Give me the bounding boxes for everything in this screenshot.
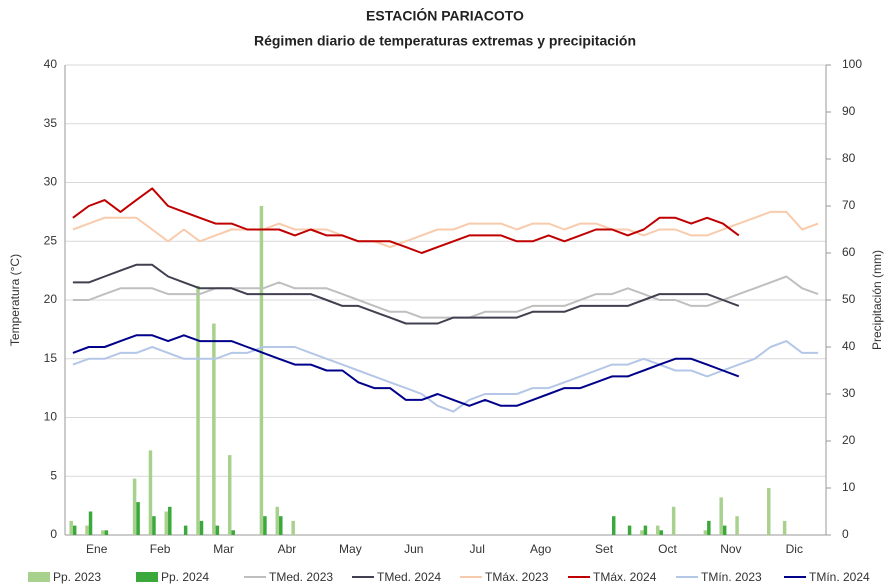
bar — [722, 525, 727, 535]
x-tick-label: Dic — [786, 542, 803, 556]
bar — [199, 520, 204, 535]
line — [72, 187, 740, 254]
y-tick-label: 40 — [44, 57, 58, 71]
bar — [85, 525, 89, 535]
bar — [275, 506, 280, 535]
bar — [231, 530, 235, 535]
x-tick-label: Ago — [530, 542, 552, 556]
x-tick-label: May — [339, 542, 362, 556]
bar — [88, 511, 93, 535]
bar — [259, 206, 264, 535]
x-tick-label: Mar — [213, 542, 234, 556]
bar — [703, 530, 708, 535]
y2-tick-label: 70 — [842, 198, 856, 212]
bar — [132, 478, 137, 535]
bar — [735, 516, 739, 535]
y-tick-label: 25 — [44, 233, 58, 247]
line — [72, 263, 740, 325]
line — [72, 275, 819, 319]
legend-label: Pp. 2024 — [161, 570, 209, 584]
legend-label: TMáx. 2024 — [593, 570, 657, 584]
bar — [164, 511, 169, 535]
bar — [227, 455, 232, 535]
bar — [212, 323, 216, 535]
bar — [291, 520, 295, 535]
y-tick-label: 30 — [44, 175, 58, 189]
bar — [719, 497, 723, 535]
bar — [104, 530, 109, 535]
y-tick-label: 10 — [44, 410, 58, 424]
legend-label: TMed. 2023 — [269, 570, 333, 584]
chart-title: ESTACIÓN PARIACOTO — [366, 7, 524, 24]
y-tick-label: 20 — [44, 292, 58, 306]
y-tick-label: 15 — [44, 351, 58, 365]
legend-label: TMed. 2024 — [377, 570, 441, 584]
legend-swatch — [136, 572, 158, 582]
line — [72, 334, 740, 407]
bar — [263, 516, 267, 535]
line — [72, 340, 819, 413]
y2-tick-label: 80 — [842, 151, 856, 165]
x-tick-label: Abr — [278, 542, 297, 556]
x-tick-label: Oct — [658, 542, 677, 556]
bar — [656, 525, 660, 535]
bar — [196, 285, 200, 535]
y2-tick-label: 30 — [842, 386, 856, 400]
legend-label: Pp. 2023 — [53, 570, 101, 584]
y2-tick-label: 50 — [842, 292, 856, 306]
legend-label: TMín. 2024 — [809, 570, 870, 584]
y2-tick-label: 90 — [842, 104, 856, 118]
x-tick-label: Nov — [720, 542, 741, 556]
bar — [136, 502, 140, 535]
y-tick-label: 0 — [50, 527, 57, 541]
y2-axis-label: Precipitación (mm) — [870, 250, 884, 350]
legend-swatch — [28, 572, 50, 582]
bar — [659, 530, 664, 535]
bar — [671, 506, 676, 535]
x-tick-label: Jun — [404, 542, 423, 556]
bar — [767, 488, 771, 535]
bar — [72, 525, 77, 535]
bar — [101, 530, 105, 535]
y2-tick-label: 60 — [842, 245, 856, 259]
line — [72, 210, 819, 249]
bar — [69, 520, 73, 535]
bar — [640, 530, 644, 535]
x-tick-label: Feb — [150, 542, 171, 556]
bar — [707, 520, 711, 535]
bar — [183, 525, 188, 535]
legend-label: TMín. 2023 — [701, 570, 762, 584]
y2-tick-label: 100 — [842, 57, 862, 71]
y-axis-label: Temperatura (°C) — [8, 254, 22, 346]
y-tick-label: 5 — [50, 468, 57, 482]
bar — [215, 525, 220, 535]
x-tick-label: Ene — [86, 542, 108, 556]
x-tick-label: Jul — [470, 542, 485, 556]
y2-tick-label: 20 — [842, 433, 856, 447]
bar — [643, 525, 648, 535]
bar — [627, 525, 632, 535]
y2-tick-label: 0 — [842, 527, 849, 541]
bar — [782, 520, 787, 535]
x-tick-label: Set — [595, 542, 614, 556]
bar — [279, 516, 283, 535]
y2-tick-label: 10 — [842, 480, 856, 494]
bar — [168, 506, 172, 535]
bar — [148, 450, 153, 535]
chart-subtitle: Régimen diario de temperaturas extremas … — [254, 33, 636, 49]
bar — [611, 516, 616, 535]
bar — [152, 516, 156, 535]
legend-label: TMáx. 2023 — [485, 570, 549, 584]
y-tick-label: 35 — [44, 116, 58, 130]
y2-tick-label: 40 — [842, 339, 856, 353]
